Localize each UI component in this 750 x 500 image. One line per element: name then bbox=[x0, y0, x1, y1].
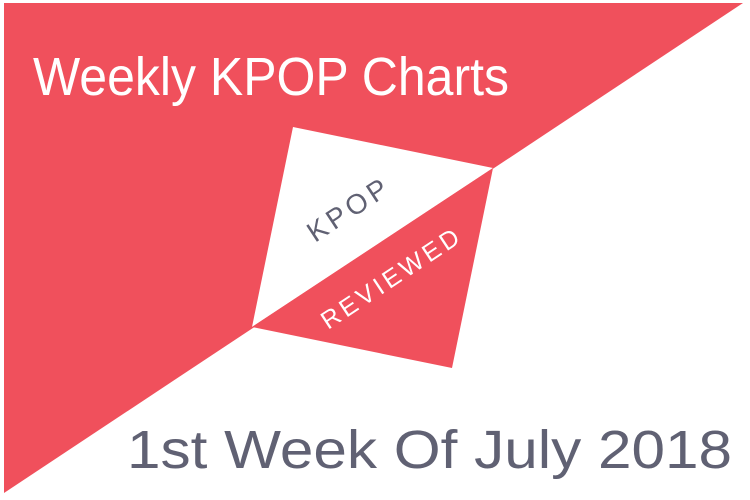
date-title: 1st Week Of July 2018 bbox=[127, 420, 732, 480]
badge-lower-red-half bbox=[252, 168, 493, 368]
main-title: Weekly KPOP Charts bbox=[33, 47, 509, 107]
badge-upper-white-half bbox=[252, 127, 493, 327]
